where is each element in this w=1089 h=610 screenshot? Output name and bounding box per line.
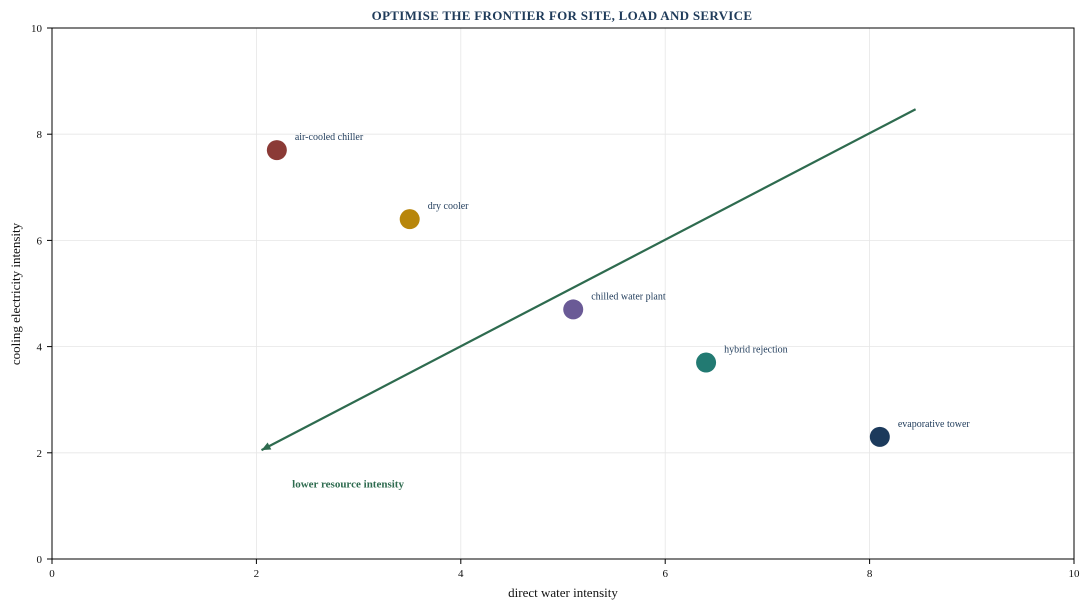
x-tick-label: 0: [49, 568, 55, 580]
data-points: air-cooled chiller dry cooler chilled wate…: [266, 132, 971, 447]
data-point-label: chilled water plant: [591, 291, 666, 302]
x-tick-label: 6: [662, 568, 668, 580]
data-point: [266, 140, 287, 161]
x-tick-label: 10: [1069, 568, 1081, 580]
y-tick-label: 2: [37, 448, 43, 460]
axis-ticks: 0 2 4 6 8 10 0 2 4 6 8 10: [31, 23, 1080, 580]
x-tick-label: 8: [867, 568, 873, 580]
data-point-label: hybrid rejection: [724, 345, 788, 356]
y-axis-label: cooling electricity intensity: [8, 222, 23, 365]
data-point-label: evaporative tower: [898, 419, 971, 430]
annotation-arrow-line: [261, 108, 917, 452]
data-point: [399, 209, 420, 230]
x-tick-label: 2: [254, 568, 260, 580]
x-tick-label: 4: [458, 568, 464, 580]
data-point-label: air-cooled chiller: [295, 132, 364, 143]
data-point-label: dry cooler: [428, 201, 469, 212]
annotation-text: lower resource intensity: [292, 478, 404, 490]
y-tick-label: 4: [37, 342, 43, 354]
annotation-group: lower resource intensity: [261, 108, 917, 490]
data-point: [696, 352, 717, 373]
y-tick-label: 6: [37, 235, 43, 247]
y-tick-label: 8: [37, 129, 43, 141]
plot-area-frame: [51, 27, 1075, 560]
annotation-arrow-head: [261, 442, 272, 451]
data-point: [869, 426, 890, 447]
chart-title: OPTIMISE THE FRONTIER FOR SITE, LOAD AND…: [372, 8, 753, 23]
data-point: [563, 299, 584, 320]
x-axis-label: direct water intensity: [508, 585, 618, 600]
y-tick-label: 0: [37, 554, 43, 566]
y-tick-label: 10: [31, 23, 43, 35]
